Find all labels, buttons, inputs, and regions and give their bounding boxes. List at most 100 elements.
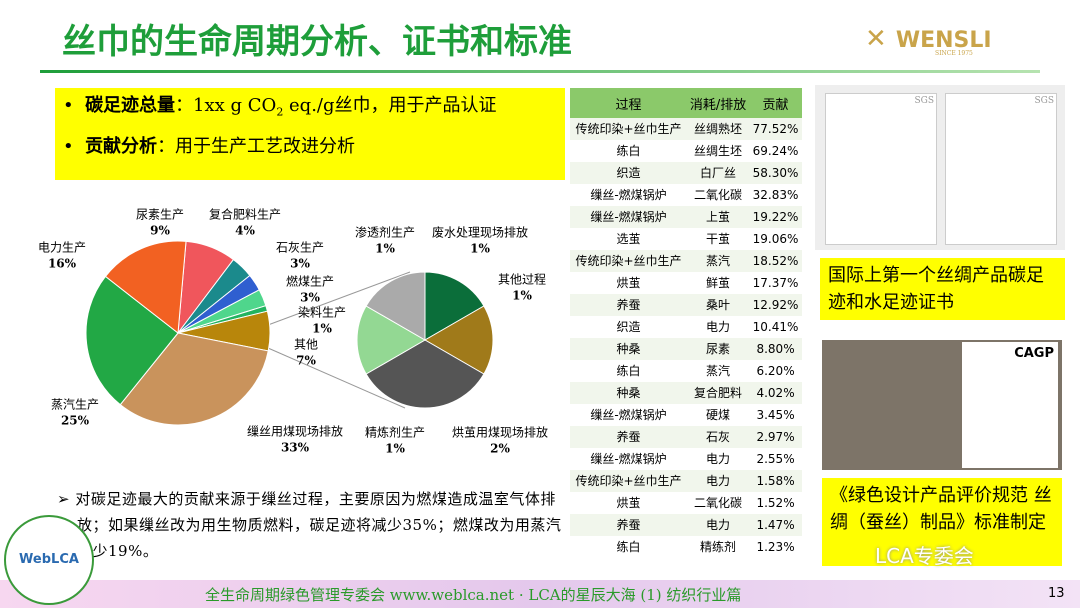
header-cell: 过程 xyxy=(570,88,687,118)
table-cell: 丝绸生坯 xyxy=(694,143,743,158)
certificate: SGS xyxy=(825,93,937,245)
table-cell: 精练剂 xyxy=(700,539,737,554)
table-cell: 传统印染+丝巾生产 xyxy=(570,118,687,140)
table-cell: 77.52% xyxy=(749,118,802,140)
table-cell: 缫丝-燃煤锅炉 xyxy=(570,206,687,228)
slice-value-label: 1% xyxy=(470,242,490,256)
slice-label: 燃煤生产 xyxy=(286,274,334,289)
slice-label: 蒸汽生产 xyxy=(51,397,99,412)
bullet-box: • 碳足迹总量：1xx g CO2 eq./g丝巾，用于产品认证 • 贡献分析：… xyxy=(55,88,565,180)
table-cell: 58.30% xyxy=(749,162,802,184)
slice-label: 烘茧用煤现场排放 xyxy=(452,425,548,440)
bullet-text: ：1xx g CO xyxy=(175,95,277,116)
table-cell: 尿素 xyxy=(687,338,750,360)
table-row: 种桑 复合肥料 4.02% xyxy=(570,382,802,404)
standard-doc: CAGP xyxy=(962,342,1058,468)
table-row: 传统印染+丝巾生产 蒸汽 18.52% xyxy=(570,250,802,272)
slide-title: 丝巾的生命周期分析、证书和标准 xyxy=(62,22,572,62)
photo: CAGP xyxy=(822,340,1062,470)
pie-slice xyxy=(365,339,485,409)
slice-label: 染料生产 xyxy=(298,305,346,320)
pie-slice xyxy=(423,305,494,375)
logo-text: WENSLI xyxy=(895,28,992,53)
table-cell: 缫丝-燃煤锅炉 xyxy=(590,187,667,202)
table-cell: 1.58% xyxy=(749,470,802,492)
table-cell: 练白 xyxy=(616,539,641,554)
table-cell: 烘茧 xyxy=(616,275,641,290)
footer-text: 全生命周期绿色管理专委会 www.weblca.net · LCA的星辰大海 (… xyxy=(205,586,742,604)
table-cell: 选茧 xyxy=(616,231,641,246)
slice-value-label: 3% xyxy=(290,257,310,271)
table-row: 织造 白厂丝 58.30% xyxy=(570,162,802,184)
table-cell: 桑叶 xyxy=(687,294,750,316)
table-cell: 缫丝-燃煤锅炉 xyxy=(590,407,667,422)
bullet-label: 碳足迹总量 xyxy=(85,95,176,116)
table-cell: 3.45% xyxy=(756,407,795,422)
pie-slice xyxy=(365,271,426,341)
table-row: 选茧 干茧 19.06% xyxy=(570,228,802,250)
table-cell: 干茧 xyxy=(706,231,731,246)
table-cell: 2.55% xyxy=(756,451,795,466)
table-cell: 石灰 xyxy=(687,426,750,448)
table-cell: 养蚕 xyxy=(570,514,687,536)
cert-mark: SGS xyxy=(1034,96,1054,106)
table-cell: 1.47% xyxy=(749,514,802,536)
slice-label: 废水处理现场排放 xyxy=(432,225,528,240)
slice-label: 其他 xyxy=(294,338,318,352)
connector xyxy=(267,347,406,409)
table-cell: 4.02% xyxy=(749,382,802,404)
table-cell: 18.52% xyxy=(749,250,802,272)
logo: ✕ WENSLI xyxy=(865,24,992,54)
connector xyxy=(267,271,411,326)
footer-bar xyxy=(0,580,1080,608)
bullet-text: eq./g丝巾，用于产品认证 xyxy=(283,95,497,116)
standard-mark: CAGP xyxy=(1014,346,1054,361)
table-cell: 养蚕 xyxy=(570,426,687,448)
slice-value-label: 16% xyxy=(48,257,77,271)
slice-value-label: 1% xyxy=(385,442,405,456)
table-cell: 养蚕 xyxy=(570,294,687,316)
note-text: 对碳足迹最大的贡献来源于缫丝过程，主要原因为燃煤造成温室气体排放；如果缫丝改为用… xyxy=(75,490,562,560)
table-cell: 电力 xyxy=(706,319,731,334)
header-row: 过程 消耗/排放 贡献 xyxy=(570,88,802,118)
slice-value-label: 1% xyxy=(375,242,395,256)
pie-of-pie-chart: 尿素生产9%复合肥料生产4%石灰生产3%燃煤生产3%染料生产1%其他7%缫丝用煤… xyxy=(38,207,548,456)
table-row: 传统印染+丝巾生产 电力 1.58% xyxy=(570,470,802,492)
table-cell: 硬煤 xyxy=(706,407,731,422)
table-cell: 丝绸熟坯 xyxy=(687,118,750,140)
table-cell: 蒸汽 xyxy=(687,250,750,272)
table-cell: 二氧化碳 xyxy=(694,495,743,510)
table-row: 传统印染+丝巾生产 丝绸熟坯 77.52% xyxy=(570,118,802,140)
slice-value-label: 33% xyxy=(281,441,310,455)
pie-slice xyxy=(119,332,269,426)
header-cell: 消耗/排放 xyxy=(687,88,750,118)
table-cell: 1.52% xyxy=(756,495,795,510)
watermark: LCA专委会 xyxy=(875,544,974,568)
cert-mark: SGS xyxy=(914,96,934,106)
table-cell: 上茧 xyxy=(687,206,750,228)
table-cell: 白厂丝 xyxy=(687,162,750,184)
slice-label: 渗透剂生产 xyxy=(355,225,415,240)
slice-label: 复合肥料生产 xyxy=(209,207,281,222)
table-cell: 12.92% xyxy=(749,294,802,316)
note: ➢ 对碳足迹最大的贡献来源于缫丝过程，主要原因为燃煤造成温室气体排放；如果缫丝改… xyxy=(57,490,562,560)
table-row: 织造 电力 10.41% xyxy=(570,316,802,338)
table-cell: 1.23% xyxy=(756,539,795,554)
table-cell: 电力 xyxy=(706,451,731,466)
slice-value-label: 9% xyxy=(150,224,170,238)
table-cell: 鲜茧 xyxy=(706,275,731,290)
page-number: 13 xyxy=(1048,586,1065,601)
table-cell: 69.24% xyxy=(752,143,799,158)
certificate-images: SGS SGS xyxy=(815,85,1065,250)
table-row: 缫丝-燃煤锅炉 上茧 19.22% xyxy=(570,206,802,228)
table-cell: 8.80% xyxy=(749,338,802,360)
table-cell: 电力 xyxy=(687,470,750,492)
slice-value-label: 1% xyxy=(312,322,332,336)
table-cell: 传统印染+丝巾生产 xyxy=(570,470,687,492)
slice-value-label: 2% xyxy=(490,442,510,456)
table-row: 养蚕 桑叶 12.92% xyxy=(570,294,802,316)
table-row: 缫丝-燃煤锅炉 电力 2.55% xyxy=(570,448,802,470)
table-cell: 19.22% xyxy=(749,206,802,228)
table-cell: 二氧化碳 xyxy=(694,187,743,202)
pie-slice xyxy=(424,271,485,341)
